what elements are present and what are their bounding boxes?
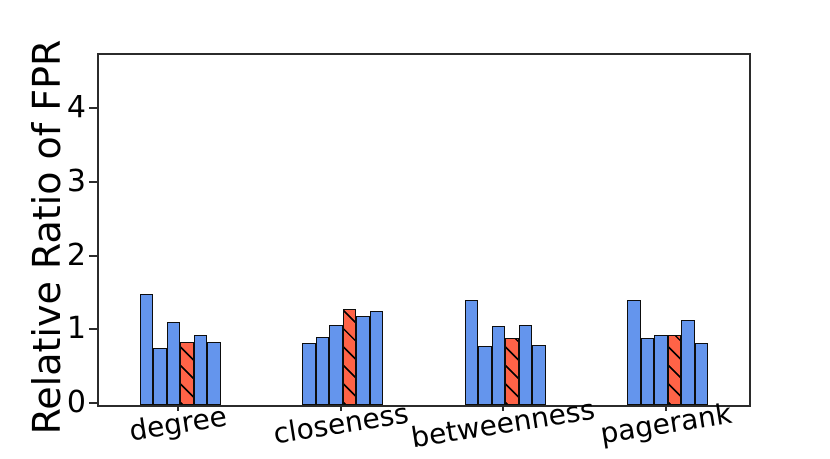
bar-pagerank-4 xyxy=(667,335,682,405)
bar-pagerank-3 xyxy=(654,335,668,405)
y-tick-label: 1 xyxy=(66,311,86,347)
bar-degree-2 xyxy=(153,348,167,405)
bar-betweenness-2 xyxy=(478,346,492,405)
bar-degree-6 xyxy=(207,341,221,405)
y-tick-mark xyxy=(89,328,97,331)
x-tick-mark xyxy=(339,405,342,411)
y-tick-label: 3 xyxy=(66,163,86,199)
y-tick-label: 4 xyxy=(66,90,86,126)
y-tick-mark xyxy=(89,107,97,110)
bar-degree-4 xyxy=(180,342,194,405)
bar-betweenness-5 xyxy=(518,325,533,405)
y-tick-label: 0 xyxy=(66,385,86,420)
x-tick-mark xyxy=(502,405,505,411)
bar-closeness-2 xyxy=(315,337,330,405)
plot-area xyxy=(97,53,751,407)
y-tick-label: 2 xyxy=(66,237,86,273)
bar-pagerank-5 xyxy=(681,319,695,405)
bar-betweenness-6 xyxy=(532,344,546,405)
bar-closeness-5 xyxy=(356,315,370,405)
bar-betweenness-1 xyxy=(464,300,479,405)
bar-pagerank-1 xyxy=(627,299,641,405)
x-tick-mark xyxy=(177,405,180,411)
bar-degree-5 xyxy=(193,335,208,405)
x-tick-mark xyxy=(664,405,667,411)
y-tick-mark xyxy=(89,180,97,183)
bar-closeness-3 xyxy=(329,324,343,405)
bar-closeness-1 xyxy=(302,343,316,405)
bar-betweenness-3 xyxy=(491,326,506,405)
y-tick-mark xyxy=(89,402,97,404)
bar-closeness-4 xyxy=(342,309,357,405)
bar-degree-1 xyxy=(139,294,154,405)
bar-degree-3 xyxy=(166,322,181,405)
bar-pagerank-6 xyxy=(694,343,709,405)
y-tick-mark xyxy=(89,254,97,257)
bar-pagerank-2 xyxy=(640,337,655,405)
bar-closeness-6 xyxy=(369,311,384,405)
bar-betweenness-4 xyxy=(505,337,519,405)
